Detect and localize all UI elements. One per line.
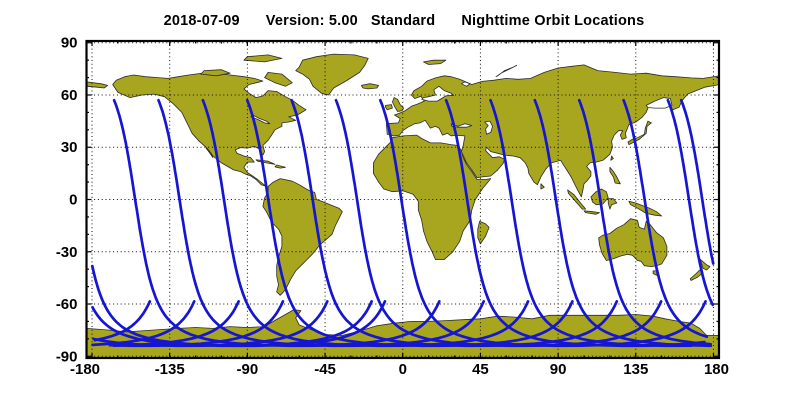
- x-tick-label: -90: [237, 361, 259, 378]
- x-tick-label: 0: [399, 361, 407, 378]
- orbit-track: [90, 264, 387, 348]
- land-ellesmere: [243, 54, 283, 63]
- land-chukotka-west-edge: [86, 81, 108, 89]
- land-hispaniola: [274, 164, 286, 169]
- land-philippines: [609, 166, 621, 185]
- land-iceland: [360, 83, 379, 90]
- y-tick-label: 60: [61, 87, 78, 104]
- land-ireland: [385, 104, 393, 111]
- orbit-track: [666, 98, 715, 307]
- orbit-track: [92, 300, 329, 348]
- orbit-track: [622, 98, 709, 339]
- land-north-america: [112, 72, 307, 187]
- orbit-track: [91, 300, 373, 348]
- water-baltic-sea: [421, 85, 455, 102]
- land-greenland: [295, 53, 369, 96]
- land-novaya-zemlya: [495, 65, 518, 78]
- land-madagascar: [477, 220, 490, 245]
- plot-title: 2018-07-09 Version: 5.00 Standard Nighttime…: [0, 13, 800, 29]
- land-svalbard: [423, 59, 447, 65]
- orbit-track: [444, 98, 706, 348]
- x-tick-label: 135: [623, 361, 648, 378]
- land-australia: [598, 218, 668, 267]
- water-caspian-sea: [484, 120, 493, 135]
- title-product: Standard: [370, 13, 436, 29]
- land-nz-north: [700, 259, 711, 271]
- x-tick-label: -180: [70, 361, 100, 378]
- land-sulawesi: [607, 198, 618, 210]
- orbit-track: [577, 98, 713, 346]
- land-taiwan: [610, 155, 614, 161]
- y-tick-label: 90: [61, 35, 78, 52]
- orbit-track: [679, 98, 715, 265]
- y-tick-label: 30: [61, 139, 78, 156]
- orbit-track: [112, 300, 240, 348]
- land-baja: [205, 147, 214, 159]
- y-tick-label: -90: [56, 348, 78, 365]
- land-baffin: [264, 72, 293, 87]
- orbit-track: [489, 98, 693, 348]
- x-tick-label: 180: [704, 361, 729, 378]
- land-uk: [392, 97, 404, 112]
- water-okhotsk-sea: [645, 97, 673, 109]
- orbit-track: [533, 98, 713, 348]
- land-south-america: [262, 178, 343, 296]
- land-cuba: [255, 159, 276, 165]
- title-name: Nighttime Orbit Locations: [461, 13, 645, 29]
- orbit-track: [93, 300, 152, 342]
- x-tick-label: 45: [472, 361, 489, 378]
- x-tick-label: 90: [550, 361, 567, 378]
- y-tick-label: 0: [69, 192, 77, 209]
- x-tick-label: -135: [155, 361, 185, 378]
- land-sumatra: [567, 189, 587, 210]
- orbit-track-layer: [90, 98, 715, 348]
- land-java: [583, 210, 600, 215]
- title-date: 2018-07-09: [163, 13, 240, 29]
- axes-layer: -180 -135 -90 -45 0 45 90 135 180 90 60 30 0 -30 -60 -9…: [56, 35, 729, 378]
- y-tick-label: -30: [56, 244, 78, 261]
- title-version: Version: 5.00: [265, 13, 358, 29]
- land-sri-lanka: [540, 183, 545, 190]
- y-tick-label: -60: [56, 296, 78, 313]
- land-eurasia: [386, 64, 719, 198]
- land-victoria-is: [200, 69, 231, 77]
- x-tick-label: -45: [314, 361, 336, 378]
- water-white-sea: [461, 81, 471, 87]
- inland-water-layer: [250, 81, 673, 135]
